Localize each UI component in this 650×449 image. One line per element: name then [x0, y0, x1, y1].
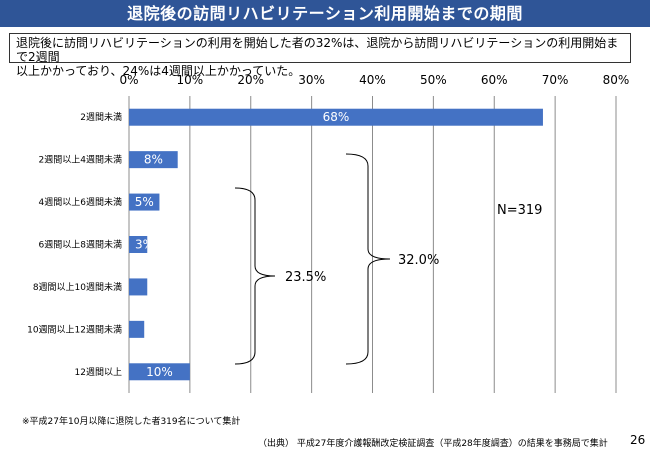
- source-note: （出典） 平成27年度介護報酬改定検証調査（平成28年度調査）の結果を事務局で集…: [258, 439, 608, 449]
- x-tick-label-20: 20%: [237, 73, 264, 87]
- category-label-2: 4週間以上6週間未満: [39, 196, 122, 208]
- x-tick-label-0: 0%: [119, 73, 138, 87]
- category-label-1: 2週間以上4週間未満: [39, 154, 122, 166]
- page-title: 退院後の訪問リハビリテーション利用開始までの期間: [127, 4, 523, 23]
- x-tick-label-30: 30%: [298, 73, 325, 87]
- data-label-6: 10%: [146, 365, 173, 379]
- category-label-6: 12週間以上: [75, 367, 122, 378]
- category-label-3: 6週間以上8週間未満: [39, 239, 122, 251]
- bar-4: [129, 278, 148, 296]
- title-bar: [0, 0, 650, 27]
- sample-size-label: N=319: [497, 203, 542, 218]
- x-tick-label-50: 50%: [420, 73, 447, 87]
- bar-0: [129, 108, 543, 126]
- bar-3: [129, 236, 148, 253]
- x-tick-label-40: 40%: [359, 73, 386, 87]
- data-label-2: 5%: [135, 195, 154, 209]
- category-label-0: 2週間未満: [80, 111, 122, 123]
- summary-line-1: 退院後に訪問リハビリテーションの利用を開始した者の32%は、退院から訪問リハビリ…: [16, 36, 619, 64]
- x-tick-label-10: 10%: [177, 73, 204, 87]
- category-label-4: 8週間以上10週間未満: [33, 281, 122, 293]
- data-label-1: 8%: [144, 153, 163, 167]
- bar-6: [129, 363, 190, 381]
- x-tick-label-70: 70%: [542, 73, 569, 87]
- brace-4weeks-plus: [234, 187, 276, 365]
- page-number: 26: [630, 433, 646, 447]
- x-tick-label-80: 80%: [603, 73, 630, 87]
- footnote: ※平成27年10月以降に退院した者319名について集計: [22, 417, 241, 427]
- bar-5: [129, 320, 145, 338]
- summary-line-2: 以上かかっており、24%は4週間以上かかっていた。: [16, 64, 301, 78]
- data-label-0: 68%: [323, 110, 350, 124]
- category-label-5: 10週間以上12週間未満: [27, 323, 122, 335]
- bar-1: [129, 151, 178, 169]
- brace-2weeks-plus: [345, 153, 391, 365]
- x-tick-label-60: 60%: [481, 73, 508, 87]
- brace-4weeks-plus-label: 23.5%: [285, 270, 326, 285]
- data-label-3: 3%: [135, 238, 154, 252]
- bar-2: [129, 193, 160, 211]
- summary-box: 退院後に訪問リハビリテーションの利用を開始した者の32%は、退院から訪問リハビリ…: [9, 33, 631, 78]
- brace-2weeks-plus-label: 32.0%: [398, 253, 439, 268]
